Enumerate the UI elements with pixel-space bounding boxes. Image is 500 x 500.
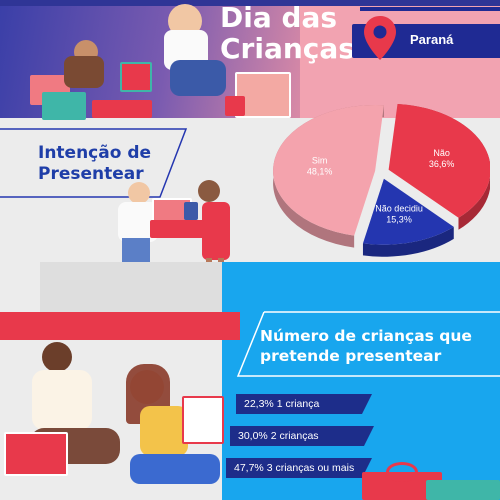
location-pin-icon — [364, 16, 396, 60]
region-label: Paraná — [410, 32, 454, 47]
pie-value-label-2: 15,3% — [386, 215, 412, 225]
bar-3-criancas-ou-mais: 47,7% 3 crianças ou mais — [226, 458, 372, 478]
count-title: Número de crianças que pretende presente… — [260, 326, 472, 366]
pie-label-1: Não — [433, 148, 450, 158]
intent-title-line2: Presentear — [38, 164, 144, 184]
illustration-family-gifts — [20, 0, 300, 120]
count-title-line2: pretende presentear — [260, 347, 442, 365]
intent-title: Intenção de Presentear — [38, 143, 151, 185]
hero-pink-band — [300, 0, 500, 118]
pie-label-2: Não decidiu — [375, 204, 423, 214]
top-strip — [0, 0, 500, 6]
pie-label-0: Sim — [312, 156, 328, 166]
pie-slice-sim — [273, 104, 384, 236]
pie-value-label-0: 48,1% — [307, 167, 333, 177]
grey-band — [40, 262, 250, 312]
page-title: Dia das Crianças — [220, 2, 355, 64]
pie-slice-nao-decidiu — [362, 178, 454, 245]
region-badge-accent — [360, 7, 500, 11]
intent-title-line1: Intenção de — [38, 143, 152, 163]
pie-value-label-1: 36,6% — [429, 159, 455, 169]
bar-1-crianca: 22,3% 1 criança — [236, 394, 372, 414]
illustration-girls-gifts — [0, 336, 230, 500]
gift-corner-decoration — [356, 462, 500, 500]
red-band — [0, 312, 240, 340]
count-title-line1: Número de crianças que — [260, 327, 472, 345]
page-title-line1: Dia das — [220, 1, 338, 34]
intent-title-frame — [0, 128, 188, 198]
page-title-line2: Crianças — [220, 32, 355, 65]
pie-slice-side-2 — [362, 226, 454, 257]
pie-slice-nao — [388, 103, 490, 218]
count-title-frame — [236, 311, 500, 377]
bar-2-criancas: 30,0% 2 crianças — [230, 426, 374, 446]
